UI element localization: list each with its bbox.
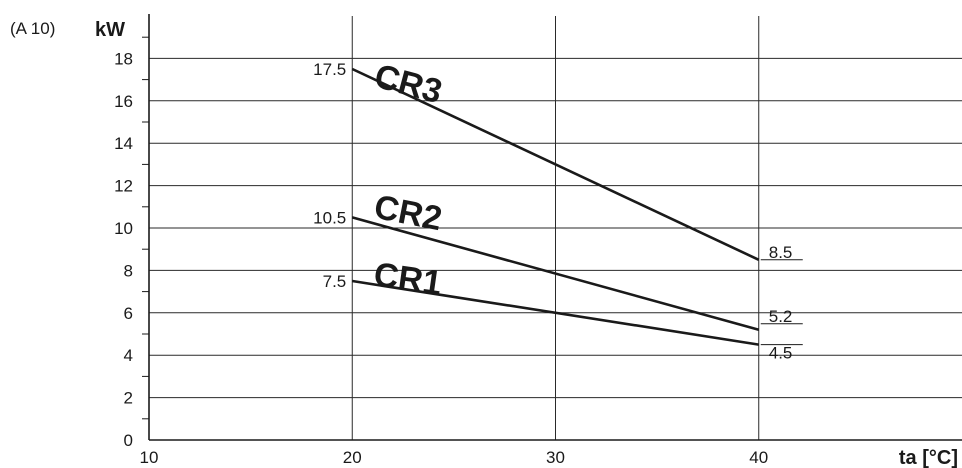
data-label: 17.5 (313, 60, 346, 79)
y-axis-title: kW (95, 19, 125, 41)
y-tick-label: 8 (124, 261, 133, 280)
y-tick-label: 16 (114, 92, 133, 111)
grid (149, 16, 962, 440)
y-tick-label: 4 (124, 346, 133, 365)
y-tick-label: 14 (114, 134, 133, 153)
y-tick-label: 2 (124, 389, 133, 408)
data-label: 7.5 (323, 272, 347, 291)
y-tick-label: 12 (114, 177, 133, 196)
x-tick-label: 20 (343, 448, 362, 467)
series-line-cr2 (351, 216, 760, 332)
data-label: 5.2 (769, 307, 793, 326)
x-tick-label: 10 (140, 448, 159, 467)
series-name-cr2: CR2 (371, 188, 445, 238)
data-label: 10.5 (313, 208, 346, 227)
axes (142, 14, 962, 441)
series-name-cr3: CR3 (371, 57, 447, 111)
x-tick-label: 40 (749, 448, 768, 467)
tick-labels: 0 2 4 6 8 10 12 14 16 18 10 20 30 40 (114, 49, 768, 467)
figure-tag: (A 10) (10, 19, 55, 38)
data-label: 8.5 (769, 243, 793, 262)
series-line-cr3 (351, 67, 760, 261)
series-group: 17.5 8.5 CR3 10.5 5.2 CR2 7.5 4.5 CR1 (313, 57, 803, 363)
y-tick-label: 10 (114, 219, 133, 238)
series-line-cr1 (352, 279, 759, 346)
series-name-cr1: CR1 (371, 256, 444, 303)
y-tick-label: 0 (124, 431, 133, 450)
data-label: 4.5 (769, 344, 793, 363)
x-tick-label: 30 (546, 448, 565, 467)
y-tick-label: 6 (124, 304, 133, 323)
y-tick-label: 18 (114, 49, 133, 68)
x-axis-title: ta [°C] (899, 447, 958, 468)
